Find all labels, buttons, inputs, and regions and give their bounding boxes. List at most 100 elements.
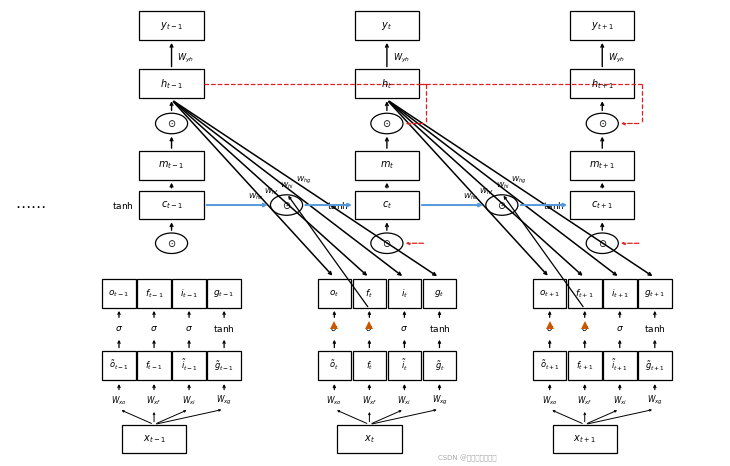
FancyBboxPatch shape xyxy=(533,279,566,308)
Text: $\tilde{g}_{t+1}$: $\tilde{g}_{t+1}$ xyxy=(645,359,665,373)
FancyBboxPatch shape xyxy=(603,351,637,380)
Text: $f_{t-1}$: $f_{t-1}$ xyxy=(145,360,163,372)
FancyBboxPatch shape xyxy=(638,351,672,380)
Text: $f_{t+1}$: $f_{t+1}$ xyxy=(575,288,594,300)
Text: $W_{ho}$: $W_{ho}$ xyxy=(463,192,478,202)
FancyBboxPatch shape xyxy=(388,279,421,308)
FancyBboxPatch shape xyxy=(139,151,204,180)
FancyBboxPatch shape xyxy=(337,425,402,453)
FancyBboxPatch shape xyxy=(423,279,456,308)
FancyBboxPatch shape xyxy=(568,279,602,308)
Text: $h_{t+1}$: $h_{t+1}$ xyxy=(591,77,614,91)
FancyBboxPatch shape xyxy=(139,69,204,98)
Text: $\tilde{i}_{t}$: $\tilde{i}_{t}$ xyxy=(401,358,408,373)
Text: $W_{xi}$: $W_{xi}$ xyxy=(397,395,412,407)
Text: $\sigma$: $\sigma$ xyxy=(546,324,553,333)
Text: $m_{t-1}$: $m_{t-1}$ xyxy=(158,159,185,171)
Text: $\sigma$: $\sigma$ xyxy=(331,324,338,333)
Text: $W_{yh}$: $W_{yh}$ xyxy=(177,52,194,65)
Text: $x_{t}$: $x_{t}$ xyxy=(364,433,374,445)
Text: $\tilde{i}_{t+1}$: $\tilde{i}_{t+1}$ xyxy=(611,358,629,373)
FancyBboxPatch shape xyxy=(207,351,241,380)
FancyBboxPatch shape xyxy=(355,191,419,219)
Text: $\odot$: $\odot$ xyxy=(167,238,176,249)
FancyBboxPatch shape xyxy=(553,425,617,453)
Circle shape xyxy=(371,113,403,134)
FancyBboxPatch shape xyxy=(353,351,386,380)
Circle shape xyxy=(155,113,188,134)
Text: $h_{t-1}$: $h_{t-1}$ xyxy=(160,77,183,91)
Text: $\tilde{o}_{t}$: $\tilde{o}_{t}$ xyxy=(329,359,339,372)
FancyBboxPatch shape xyxy=(355,69,419,98)
Text: $W_{xi}$: $W_{xi}$ xyxy=(612,395,627,407)
Text: $\mathrm{tanh}$: $\mathrm{tanh}$ xyxy=(644,323,666,334)
FancyBboxPatch shape xyxy=(638,279,672,308)
FancyBboxPatch shape xyxy=(172,351,206,380)
Text: $\cdots\cdots$: $\cdots\cdots$ xyxy=(15,198,46,212)
FancyBboxPatch shape xyxy=(355,11,419,40)
Text: $W_{xi}$: $W_{xi}$ xyxy=(182,395,196,407)
Text: $c_{t-1}$: $c_{t-1}$ xyxy=(161,199,182,211)
Text: $W_{hf}$: $W_{hf}$ xyxy=(479,186,494,197)
Text: $W_{yh}$: $W_{yh}$ xyxy=(393,52,410,65)
Text: $\sigma$: $\sigma$ xyxy=(401,324,408,333)
Text: $c_{t}$: $c_{t}$ xyxy=(382,199,392,211)
Text: $\sigma$: $\sigma$ xyxy=(115,324,123,333)
Text: $W_{hi}$: $W_{hi}$ xyxy=(496,181,510,191)
Text: $x_{t+1}$: $x_{t+1}$ xyxy=(573,433,596,445)
Text: $y_{t}$: $y_{t}$ xyxy=(382,20,392,32)
Text: $W_{xo}$: $W_{xo}$ xyxy=(326,395,342,407)
FancyBboxPatch shape xyxy=(172,279,206,308)
Text: $\odot$: $\odot$ xyxy=(383,238,391,249)
FancyBboxPatch shape xyxy=(139,191,204,219)
Circle shape xyxy=(371,233,403,254)
Text: $\sigma$: $\sigma$ xyxy=(581,324,588,333)
FancyBboxPatch shape xyxy=(423,351,456,380)
Text: $i_{t}$: $i_{t}$ xyxy=(401,288,408,300)
FancyBboxPatch shape xyxy=(102,351,136,380)
Text: $\odot$: $\odot$ xyxy=(383,118,391,129)
Text: $g_{t+1}$: $g_{t+1}$ xyxy=(644,288,666,299)
Text: $\sigma$: $\sigma$ xyxy=(366,324,373,333)
Text: $W_{hg}$: $W_{hg}$ xyxy=(296,175,311,186)
Text: $W_{hg}$: $W_{hg}$ xyxy=(511,175,526,186)
Text: $x_{t-1}$: $x_{t-1}$ xyxy=(142,433,166,445)
Text: $f_{t}$: $f_{t}$ xyxy=(366,288,373,300)
FancyBboxPatch shape xyxy=(137,279,171,308)
Text: $W_{xg}$: $W_{xg}$ xyxy=(647,394,663,407)
Text: $y_{t-1}$: $y_{t-1}$ xyxy=(160,20,183,32)
Circle shape xyxy=(586,233,618,254)
Text: $m_{t+1}$: $m_{t+1}$ xyxy=(589,159,615,171)
FancyBboxPatch shape xyxy=(318,351,351,380)
Text: $W_{hf}$: $W_{hf}$ xyxy=(264,186,279,197)
Text: $g_{t}$: $g_{t}$ xyxy=(434,288,445,299)
Text: $\tilde{g}_{t-1}$: $\tilde{g}_{t-1}$ xyxy=(214,359,234,373)
Text: $W_{xo}$: $W_{xo}$ xyxy=(542,395,558,407)
Text: $\tilde{i}_{t-1}$: $\tilde{i}_{t-1}$ xyxy=(180,358,198,373)
FancyBboxPatch shape xyxy=(568,351,602,380)
FancyBboxPatch shape xyxy=(122,425,186,453)
Text: $\mathrm{tanh}$: $\mathrm{tanh}$ xyxy=(213,323,235,334)
FancyBboxPatch shape xyxy=(102,279,136,308)
FancyBboxPatch shape xyxy=(207,279,241,308)
Text: $f_{t+1}$: $f_{t+1}$ xyxy=(576,360,593,372)
FancyBboxPatch shape xyxy=(570,69,634,98)
Text: $\tilde{o}_{t+1}$: $\tilde{o}_{t+1}$ xyxy=(539,359,560,372)
Text: $o_{t}$: $o_{t}$ xyxy=(329,288,339,299)
Text: $\mathrm{tanh}$: $\mathrm{tanh}$ xyxy=(327,199,349,211)
FancyBboxPatch shape xyxy=(137,351,171,380)
Text: $f_{t-1}$: $f_{t-1}$ xyxy=(145,288,164,300)
Text: $i_{t-1}$: $i_{t-1}$ xyxy=(180,288,198,300)
Circle shape xyxy=(271,195,303,215)
Text: $y_{t+1}$: $y_{t+1}$ xyxy=(591,20,614,32)
FancyBboxPatch shape xyxy=(139,11,204,40)
Text: $i_{t+1}$: $i_{t+1}$ xyxy=(611,288,629,300)
Text: $\odot$: $\odot$ xyxy=(167,118,176,129)
Text: $\mathrm{tanh}$: $\mathrm{tanh}$ xyxy=(112,199,134,211)
Text: $W_{xf}$: $W_{xf}$ xyxy=(362,395,377,407)
Text: $\sigma$: $\sigma$ xyxy=(150,324,158,333)
FancyBboxPatch shape xyxy=(570,151,634,180)
Circle shape xyxy=(155,233,188,254)
Text: $h_{t}$: $h_{t}$ xyxy=(381,77,393,91)
Text: $g_{t-1}$: $g_{t-1}$ xyxy=(213,288,235,299)
